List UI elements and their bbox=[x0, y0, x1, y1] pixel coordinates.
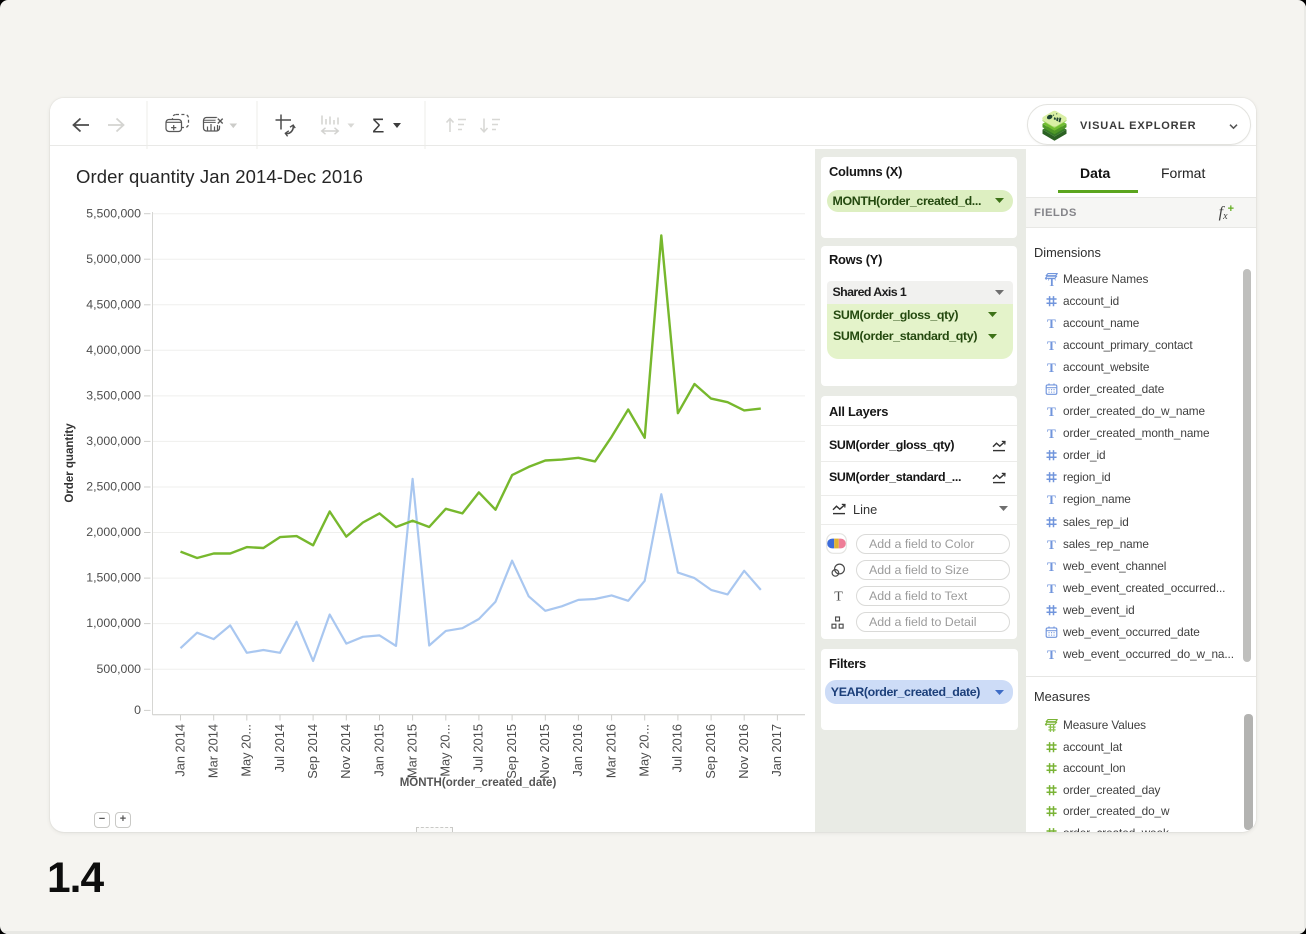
svg-text:Jul 2015: Jul 2015 bbox=[471, 724, 486, 772]
svg-text:Σ: Σ bbox=[372, 116, 384, 138]
svg-text:Nov 2016: Nov 2016 bbox=[736, 724, 751, 779]
svg-text:T: T bbox=[1047, 493, 1056, 506]
svg-text:2,500,000: 2,500,000 bbox=[86, 480, 141, 494]
svg-text:Jan 2014: Jan 2014 bbox=[172, 724, 187, 777]
svg-text:Jul 2016: Jul 2016 bbox=[670, 724, 685, 772]
svg-text:Mar 2014: Mar 2014 bbox=[206, 724, 221, 778]
svg-text:T: T bbox=[1047, 361, 1056, 374]
svg-text:4,500,000: 4,500,000 bbox=[86, 297, 141, 311]
svg-text:T: T bbox=[1047, 427, 1056, 440]
svg-text:T: T bbox=[1047, 537, 1056, 550]
svg-text:Jan 2015: Jan 2015 bbox=[371, 724, 386, 777]
svg-text:Jan 2017: Jan 2017 bbox=[769, 724, 784, 777]
svg-text:2,000,000: 2,000,000 bbox=[86, 525, 141, 539]
svg-text:1,500,000: 1,500,000 bbox=[86, 571, 141, 585]
svg-text:May 20...: May 20... bbox=[637, 724, 652, 777]
svg-text:Nov 2015: Nov 2015 bbox=[537, 724, 552, 779]
svg-text:T: T bbox=[1047, 559, 1056, 572]
svg-text:0: 0 bbox=[134, 703, 141, 717]
svg-text:1,000,000: 1,000,000 bbox=[86, 616, 141, 630]
svg-text:Jan 2016: Jan 2016 bbox=[570, 724, 585, 777]
svg-text:May 20...: May 20... bbox=[239, 724, 254, 777]
svg-text:Mar 2016: Mar 2016 bbox=[603, 724, 618, 778]
svg-text:T: T bbox=[1047, 316, 1056, 329]
svg-text:3,500,000: 3,500,000 bbox=[86, 389, 141, 403]
svg-text:Jul 2014: Jul 2014 bbox=[272, 724, 287, 772]
svg-text:5,500,000: 5,500,000 bbox=[86, 206, 141, 220]
svg-text:Sep 2016: Sep 2016 bbox=[703, 724, 718, 779]
svg-text:Nov 2014: Nov 2014 bbox=[338, 724, 353, 779]
svg-text:T: T bbox=[1047, 338, 1056, 351]
svg-text:Sep 2015: Sep 2015 bbox=[504, 724, 519, 779]
svg-text:Sep 2014: Sep 2014 bbox=[305, 724, 320, 779]
svg-text:5,000,000: 5,000,000 bbox=[86, 252, 141, 266]
svg-text:T: T bbox=[1047, 405, 1056, 418]
svg-text:T: T bbox=[834, 590, 843, 604]
svg-text:T: T bbox=[1048, 276, 1056, 286]
svg-text:May 20...: May 20... bbox=[438, 724, 453, 777]
svg-text:MONTH(order_created_date): MONTH(order_created_date) bbox=[400, 777, 557, 789]
svg-text:Order quantity: Order quantity bbox=[64, 423, 76, 503]
svg-text:T: T bbox=[1047, 648, 1056, 661]
svg-text:500,000: 500,000 bbox=[97, 662, 142, 676]
svg-text:Mar 2015: Mar 2015 bbox=[404, 724, 419, 778]
svg-text:4,000,000: 4,000,000 bbox=[86, 343, 141, 357]
svg-text:T: T bbox=[1047, 581, 1056, 594]
svg-text:3,000,000: 3,000,000 bbox=[86, 434, 141, 448]
